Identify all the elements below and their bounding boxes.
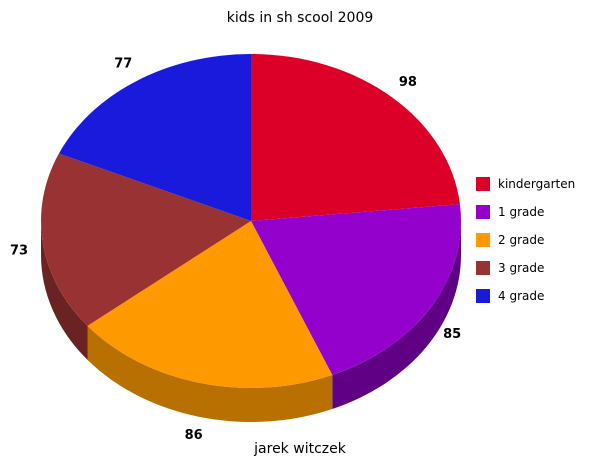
data-label-2-grade: 86 bbox=[185, 428, 203, 443]
pie-side-2-grade bbox=[87, 325, 333, 422]
pie-slice-3-grade bbox=[40, 153, 251, 326]
legend-item-1-grade: 1 grade bbox=[476, 198, 575, 226]
legend-label: 4 grade bbox=[498, 289, 545, 303]
pie-slice-2-grade bbox=[87, 221, 333, 388]
data-label-1-grade: 85 bbox=[443, 327, 461, 342]
legend-item-3-grade: 3 grade bbox=[476, 254, 575, 282]
legend-swatch bbox=[476, 261, 490, 275]
pie-side-1-grade bbox=[332, 221, 461, 409]
pie-slice-4-grade bbox=[58, 54, 251, 221]
chart-subtitle: jarek witczek bbox=[254, 441, 346, 457]
legend-label: 2 grade bbox=[498, 233, 545, 247]
legend-label: 1 grade bbox=[498, 205, 545, 219]
pie-slice-1-grade bbox=[251, 204, 462, 375]
data-labels: 98 85 86 73 77 bbox=[10, 57, 461, 443]
legend-item-4-grade: 4 grade bbox=[476, 282, 575, 310]
legend-item-2-grade: 2 grade bbox=[476, 226, 575, 254]
data-label-kindergarten: 98 bbox=[399, 75, 417, 90]
legend-swatch bbox=[476, 205, 490, 219]
pie-slice-kindergarten bbox=[251, 54, 460, 221]
data-label-4-grade: 77 bbox=[114, 57, 132, 72]
legend-label: kindergarten bbox=[498, 177, 576, 191]
data-label-3-grade: 73 bbox=[10, 244, 28, 259]
legend: kindergarten 1 grade 2 grade 3 grade 4 g… bbox=[476, 170, 575, 310]
legend-swatch bbox=[476, 289, 490, 303]
legend-swatch bbox=[476, 233, 490, 247]
pie-side-3-grade bbox=[41, 221, 88, 360]
legend-swatch bbox=[476, 177, 490, 191]
legend-item-kindergarten: kindergarten bbox=[476, 170, 575, 198]
pie-slices bbox=[40, 54, 462, 388]
legend-label: 3 grade bbox=[498, 261, 545, 275]
pie-side-walls bbox=[41, 221, 461, 422]
chart-title: kids in sh scool 2009 bbox=[226, 10, 374, 26]
